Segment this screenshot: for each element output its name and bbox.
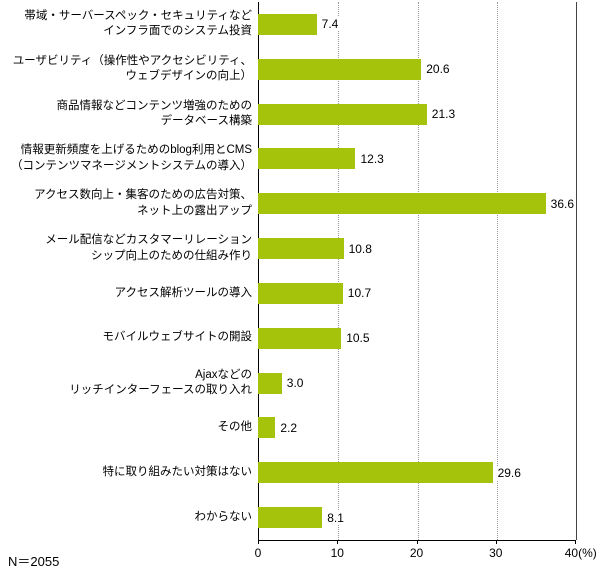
chart-row: メール配信などカスタマーリレーション シップ向上のための仕組み作り 10.8 <box>0 226 575 271</box>
value-label: 20.6 <box>425 62 451 77</box>
x-axis-labels: 0 10 20 30 40(%) <box>254 546 597 562</box>
value-label: 8.1 <box>326 510 345 525</box>
value-label: 3.0 <box>285 376 305 391</box>
value-label: 2.2 <box>279 420 299 435</box>
bar <box>258 417 276 439</box>
chart-row: ユーザビリティ（操作性やアクセシビリティ、 ウェブデザインの向上） 20.6 <box>0 47 575 92</box>
chart-row: わからない 8.1 <box>0 495 575 540</box>
bar-track: 12.3 <box>258 136 575 181</box>
bar <box>258 462 493 484</box>
x-axis-label: 20 <box>409 546 424 560</box>
bar-track: 3.0 <box>258 361 575 406</box>
value-label: 10.5 <box>345 331 371 346</box>
chart-row: アクセス解析ツールの導入 10.7 <box>0 271 575 316</box>
bar <box>258 507 323 529</box>
bar-track: 8.1 <box>258 495 575 540</box>
category-label: その他 <box>217 421 253 434</box>
chart-row: アクセス数向上・集客のための広告対策、 ネット上の露出アップ 36.6 <box>0 181 575 226</box>
bar <box>258 238 344 260</box>
category-label: 情報更新頻度を上げるためのblog利用とCMS （コンテンツマネージメントシステ… <box>11 144 252 172</box>
chart-row: モバイルウェブサイトの開設 10.5 <box>0 316 575 361</box>
bar-track: 10.7 <box>258 271 575 316</box>
bar <box>258 282 343 304</box>
category-label: Ajaxなどの リッチインターフェースの取り入れ <box>69 368 252 397</box>
x-axis-label: 0 <box>254 546 262 560</box>
bar-track: 36.6 <box>258 181 575 226</box>
category-label: わからない <box>194 510 253 523</box>
bar <box>258 372 282 394</box>
bar-track: 21.3 <box>258 92 575 137</box>
category-label: メール配信などカスタマーリレーション シップ向上のための仕組み作り <box>45 234 252 262</box>
x-tick-mark <box>575 540 576 544</box>
category-label: ユーザビリティ（操作性やアクセシビリティ、 ウェブデザインの向上） <box>12 54 252 83</box>
chart-row: 帯域・サーバースペック・セキュリティなど インフラ面でのシステム投資 7.4 <box>0 2 575 47</box>
bar-track: 7.4 <box>258 2 575 47</box>
bar <box>258 193 546 215</box>
x-tick-mark <box>258 540 259 544</box>
category-label: 商品情報などコンテンツ増強のための データベース構築 <box>56 99 253 128</box>
bar <box>258 148 356 170</box>
value-label: 29.6 <box>496 465 522 480</box>
chart-row: その他 2.2 <box>0 405 575 450</box>
bar-track: 2.2 <box>258 405 575 450</box>
bar-track: 10.5 <box>258 316 575 361</box>
x-tick-mark <box>416 540 418 544</box>
chart-row: 情報更新頻度を上げるためのblog利用とCMS （コンテンツマネージメントシステ… <box>0 136 575 181</box>
gridline <box>338 2 340 540</box>
x-axis-label: 10 <box>330 546 344 560</box>
bar-track: 10.8 <box>258 226 575 271</box>
bar <box>258 103 427 125</box>
value-label: 10.8 <box>347 241 373 256</box>
chart-row: Ajaxなどの リッチインターフェースの取り入れ 3.0 <box>0 361 575 406</box>
x-axis-label-max: 40(%) <box>564 546 597 560</box>
value-label: 12.3 <box>359 151 385 166</box>
value-label: 7.4 <box>320 17 340 32</box>
x-tick-mark <box>495 540 497 544</box>
category-label: 特に取り組みたい対策はない <box>102 465 253 478</box>
gridline <box>417 2 419 540</box>
x-axis-label: 30 <box>489 546 503 560</box>
sample-size-label: N＝2055 <box>8 554 60 569</box>
chart-row: 商品情報などコンテンツ増強のための データベース構築 21.3 <box>0 92 575 137</box>
value-label: 10.7 <box>346 286 373 301</box>
bar <box>258 13 317 35</box>
bar-track: 29.6 <box>258 450 575 495</box>
category-label: アクセス数向上・集客のための広告対策、 ネット上の露出アップ <box>34 189 252 217</box>
gridline <box>576 2 577 540</box>
category-label: 帯域・サーバースペック・セキュリティなど インフラ面でのシステム投資 <box>24 9 252 38</box>
bar <box>258 58 422 80</box>
x-axis-tick-marks <box>258 540 576 545</box>
value-label: 36.6 <box>549 196 575 211</box>
chart-row: 特に取り組みたい対策はない 29.6 <box>0 450 575 495</box>
value-label: 21.3 <box>430 107 457 122</box>
gridline <box>496 2 498 540</box>
bar <box>258 327 342 349</box>
category-label: モバイルウェブサイトの開設 <box>102 331 253 344</box>
chart-rows: 帯域・サーバースペック・セキュリティなど インフラ面でのシステム投資 7.4 ユーザ… <box>0 2 575 540</box>
x-tick-mark <box>337 540 339 544</box>
bar-track: 20.6 <box>258 47 575 92</box>
category-label: アクセス解析ツールの導入 <box>114 286 252 299</box>
